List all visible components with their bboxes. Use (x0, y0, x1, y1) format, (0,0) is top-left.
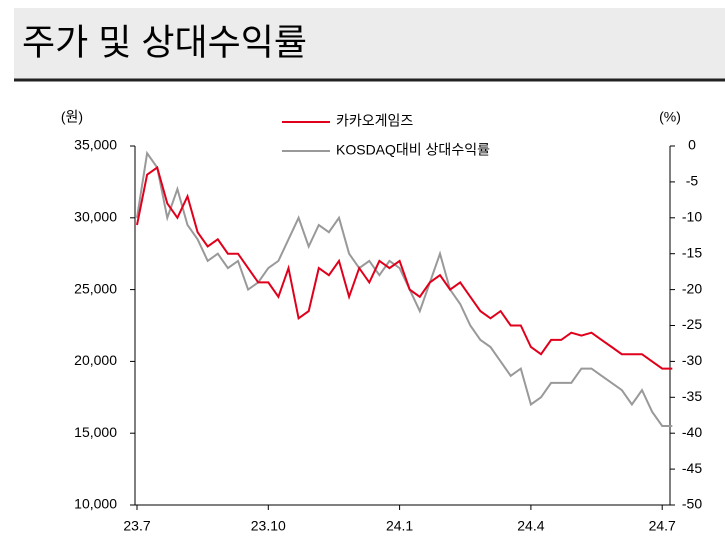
legend-label: KOSDAQ대비 상대수익률 (336, 142, 490, 158)
y-tick-label: 10,000 (74, 496, 117, 512)
y2-tick-label: -25 (682, 316, 702, 332)
y-tick-label: 30,000 (74, 209, 117, 225)
x-tick-label: 23.7 (123, 518, 150, 534)
y2-axis-label: (%) (659, 109, 681, 125)
y2-tick-label: -10 (682, 209, 702, 225)
x-tick-label: 23.10 (251, 518, 286, 534)
y2-tick-label: 0 (688, 137, 696, 153)
y2-tick-label: -40 (682, 424, 702, 440)
y-tick-label: 20,000 (74, 352, 117, 368)
y2-tick-label: -45 (682, 460, 702, 476)
y2-tick-label: -50 (682, 496, 702, 512)
legend-label: 카카오게임즈 (336, 113, 413, 129)
chart-title: 주가 및 상대수익률 (22, 22, 307, 63)
y2-tick-label: -5 (686, 173, 699, 189)
series-line (136, 165, 673, 370)
x-tick-label: 24.4 (517, 518, 544, 534)
y2-tick-label: -30 (682, 352, 702, 368)
x-tick-label: 24.1 (386, 518, 413, 534)
header-band (14, 8, 725, 80)
y2-tick-label: -35 (682, 388, 702, 404)
y2-tick-label: -20 (682, 280, 702, 296)
y-axis-label: (원) (61, 109, 83, 125)
y-tick-label: 35,000 (74, 137, 117, 153)
x-tick-label: 24.7 (649, 518, 676, 534)
series-line (136, 150, 673, 427)
y-tick-label: 25,000 (74, 280, 117, 296)
y2-tick-label: -15 (682, 244, 702, 260)
y-tick-label: 15,000 (74, 424, 117, 440)
